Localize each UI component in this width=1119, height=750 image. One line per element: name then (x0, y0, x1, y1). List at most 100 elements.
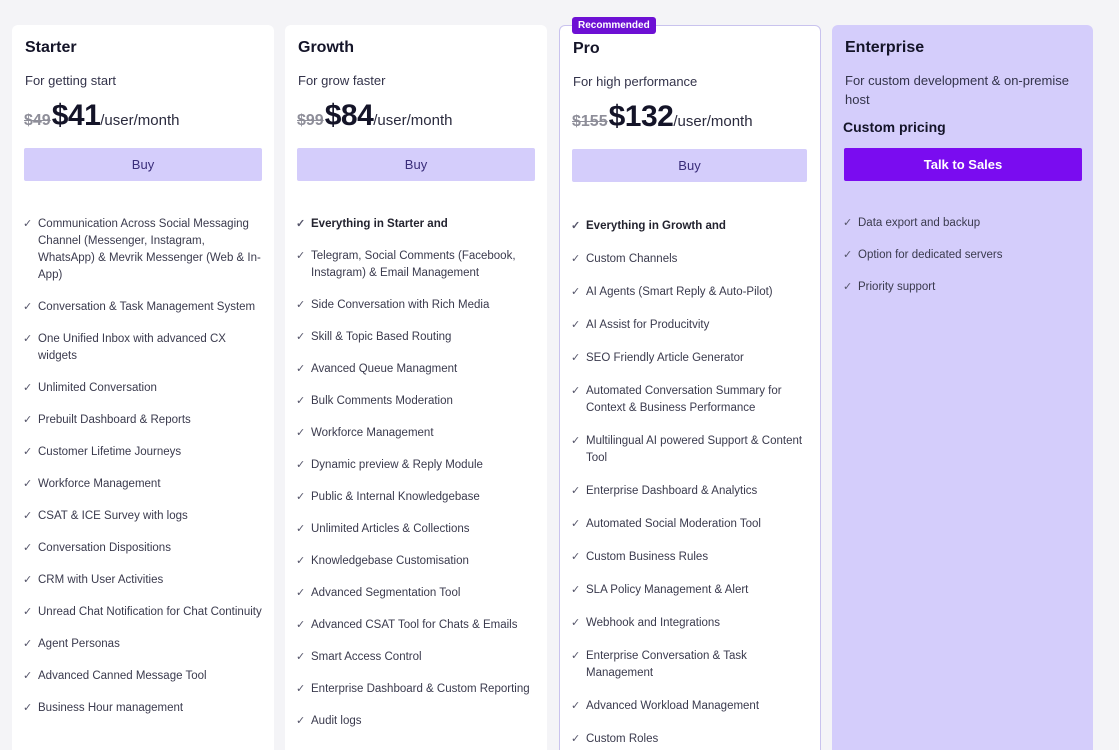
check-icon: ✓ (23, 606, 33, 618)
feature-item: ✓ Data export and backup (843, 215, 1083, 232)
feature-text: Automated Conversation Summary for Conte… (586, 385, 782, 414)
feature-text: Enterprise Dashboard & Analytics (586, 485, 758, 497)
feature-text: Custom Business Rules (586, 551, 709, 563)
price-unit: /user/month (100, 112, 180, 129)
check-icon: ✓ (843, 281, 853, 293)
feature-item: ✓ Agent Personas (23, 636, 263, 653)
feature-text: Unread Chat Notification for Chat Contin… (38, 606, 262, 618)
check-icon: ✓ (23, 301, 33, 313)
feature-text: Priority support (858, 281, 936, 293)
check-icon: ✓ (296, 363, 306, 375)
plan-subtitle: For grow faster (298, 73, 386, 88)
custom-pricing: Custom pricing (843, 119, 946, 135)
feature-text: Advanced Segmentation Tool (311, 587, 461, 599)
feature-text: Data export and backup (858, 217, 981, 229)
buy-button[interactable]: Buy (572, 149, 807, 182)
check-icon: ✓ (571, 551, 581, 563)
plan-price: $99 $84 /user/month (297, 99, 452, 133)
feature-item: ✓ Custom Roles (571, 731, 811, 748)
check-icon: ✓ (296, 331, 306, 343)
feature-item: ✓ Advanced Canned Message Tool (23, 668, 263, 685)
feature-text: One Unified Inbox with advanced CX widge… (38, 333, 226, 362)
current-price: $41 (51, 99, 101, 132)
check-icon: ✓ (23, 478, 33, 490)
old-price: $49 (24, 112, 51, 129)
check-icon: ✓ (296, 683, 306, 695)
feature-item: ✓ Everything in Starter and (296, 216, 536, 233)
feature-text: Unlimited Conversation (38, 382, 157, 394)
feature-text: Skill & Topic Based Routing (311, 331, 452, 343)
plan-name: Starter (25, 39, 77, 56)
feature-text: Smart Access Control (311, 651, 422, 663)
feature-item: ✓ Dynamic preview & Reply Module (296, 457, 536, 474)
check-icon: ✓ (571, 700, 581, 712)
feature-item: ✓ Conversation & Task Management System (23, 299, 263, 316)
check-icon: ✓ (296, 523, 306, 535)
check-icon: ✓ (571, 733, 581, 745)
feature-item: ✓ Advanced Segmentation Tool (296, 585, 536, 602)
talk-to-sales-button[interactable]: Talk to Sales (844, 148, 1082, 181)
check-icon: ✓ (296, 491, 306, 503)
check-icon: ✓ (571, 617, 581, 629)
feature-text: Conversation & Task Management System (38, 301, 256, 313)
feature-item: ✓ Multilingual AI powered Support & Conte… (571, 433, 811, 467)
check-icon: ✓ (296, 459, 306, 471)
feature-text: Dynamic preview & Reply Module (311, 459, 483, 471)
feature-item: ✓ Workforce Management (296, 425, 536, 442)
check-icon: ✓ (296, 651, 306, 663)
current-price: $84 (324, 99, 374, 132)
feature-list: ✓ Everything in Growth and ✓ Custom Channel… (571, 218, 811, 748)
feature-text: Webhook and Integrations (586, 617, 721, 629)
check-icon: ✓ (571, 286, 581, 298)
feature-item: ✓ Enterprise Conversation & Task Manageme… (571, 648, 811, 682)
check-icon: ✓ (571, 253, 581, 265)
feature-item: ✓ Advanced Workload Management (571, 698, 811, 715)
feature-text: Business Hour management (38, 702, 184, 714)
check-icon: ✓ (296, 250, 306, 262)
plan-subtitle: For high performance (573, 74, 698, 89)
feature-item: ✓ Side Conversation with Rich Media (296, 297, 536, 314)
feature-text: Unlimited Articles & Collections (311, 523, 470, 535)
feature-item: ✓ SLA Policy Management & Alert (571, 582, 811, 599)
plan-name: Enterprise (845, 39, 925, 56)
feature-text: AI Assist for Producitvity (586, 319, 710, 331)
buy-button[interactable]: Buy (24, 148, 262, 181)
check-icon: ✓ (23, 446, 33, 458)
check-icon: ✓ (296, 299, 306, 311)
feature-list: ✓ Everything in Starter and ✓ Telegram, Soc… (296, 216, 536, 730)
feature-item: ✓ Customer Lifetime Journeys (23, 444, 263, 461)
plan-card-enterprise: Enterprise For custom development & on-p… (832, 25, 1093, 750)
feature-text: AI Agents (Smart Reply & Auto-Pilot) (586, 286, 773, 298)
feature-item: ✓ Public & Internal Knowledgebase (296, 489, 536, 506)
feature-text: Enterprise Conversation & Task Managemen… (586, 650, 747, 679)
plan-subtitle: For custom development & on-premise host (845, 73, 1069, 107)
check-icon: ✓ (23, 510, 33, 522)
feature-text: Custom Roles (586, 733, 659, 745)
check-icon: ✓ (296, 218, 306, 230)
feature-item: ✓ SEO Friendly Article Generator (571, 350, 811, 367)
feature-item: ✓ Knowledgebase Customisation (296, 553, 536, 570)
feature-text: Telegram, Social Comments (Facebook, Ins… (311, 250, 516, 279)
feature-text: Multilingual AI powered Support & Conten… (586, 435, 803, 464)
feature-item: ✓ Communication Across Social Messaging C… (23, 216, 263, 284)
check-icon: ✓ (296, 619, 306, 631)
feature-text: Conversation Dispositions (38, 542, 171, 554)
plan-price: $49 $41 /user/month (24, 99, 179, 133)
feature-item: ✓ Priority support (843, 279, 1083, 296)
feature-item: ✓ Conversation Dispositions (23, 540, 263, 557)
recommended-badge: Recommended (572, 17, 656, 34)
plan-card-growth: Growth For grow faster $99 $84 /user/mon… (285, 25, 547, 750)
plan-card-starter: Starter For getting start $49 $41 /user/… (12, 25, 274, 750)
check-icon: ✓ (296, 427, 306, 439)
feature-item: ✓ Prebuilt Dashboard & Reports (23, 412, 263, 429)
check-icon: ✓ (23, 574, 33, 586)
feature-list: ✓ Data export and backup ✓ Option for dedic… (843, 215, 1083, 296)
check-icon: ✓ (843, 217, 853, 229)
buy-button[interactable]: Buy (297, 148, 535, 181)
check-icon: ✓ (571, 385, 581, 397)
feature-text: Advanced CSAT Tool for Chats & Emails (311, 619, 518, 631)
feature-item: ✓ Webhook and Integrations (571, 615, 811, 632)
price-unit: /user/month (373, 112, 453, 129)
check-icon: ✓ (23, 638, 33, 650)
feature-text: Agent Personas (38, 638, 120, 650)
